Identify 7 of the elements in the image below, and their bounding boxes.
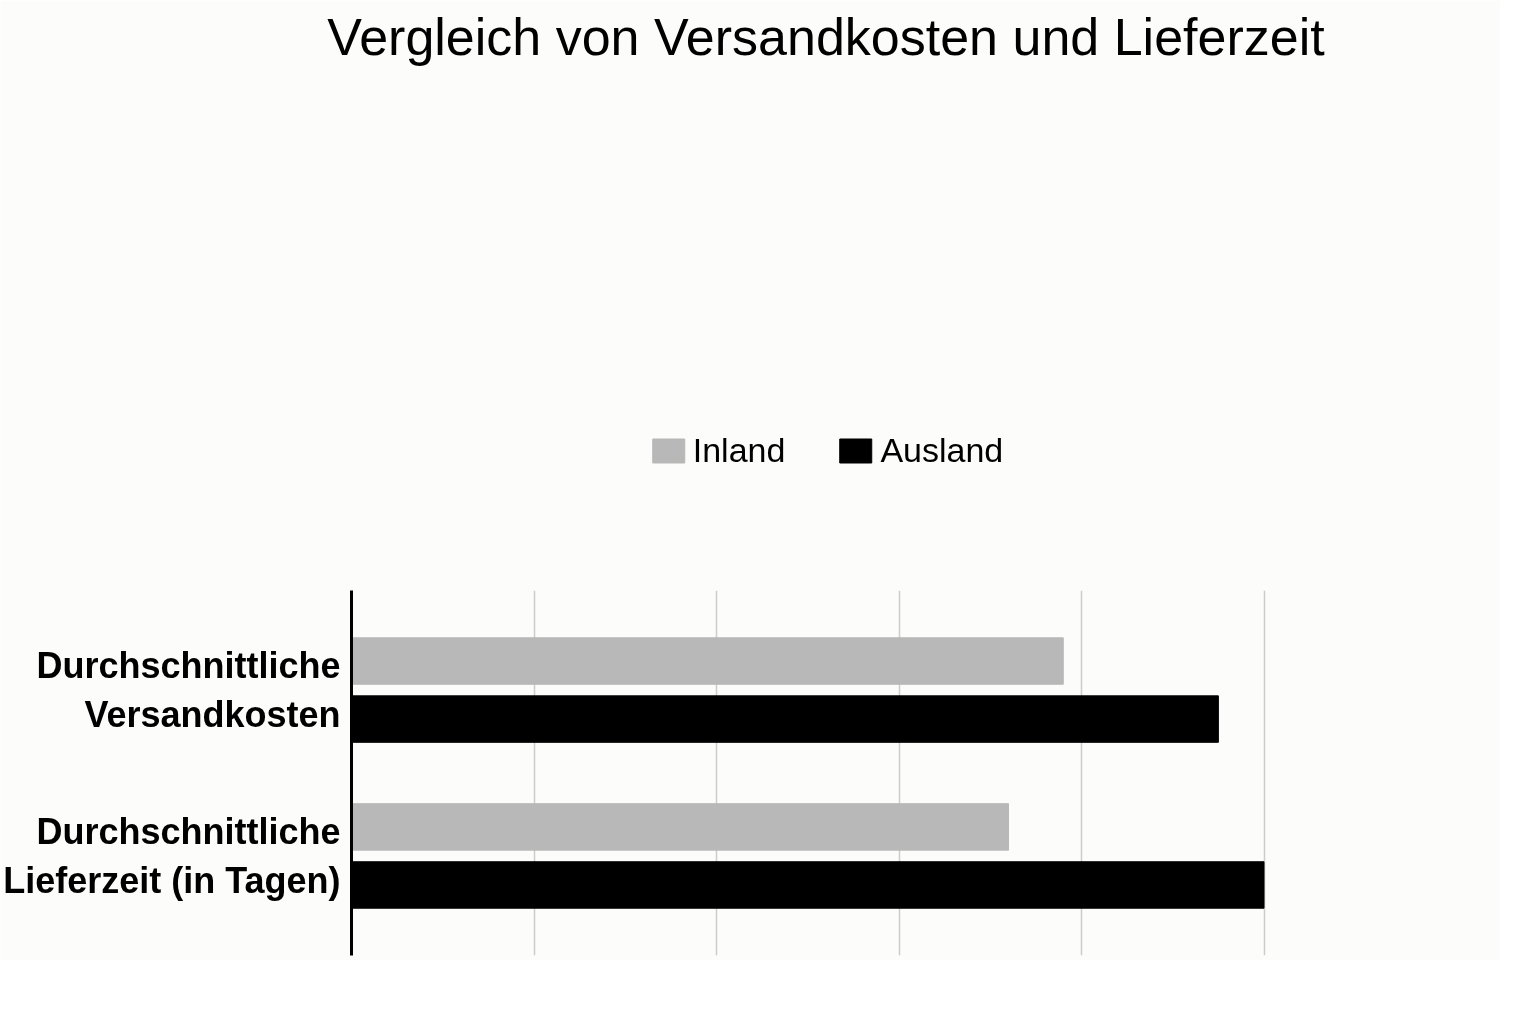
chart-title: Vergleich von Versandkosten und Lieferzeit xyxy=(327,7,1326,66)
bar xyxy=(351,637,1064,685)
y-tick-label: Durchschnittliche Versandkosten xyxy=(36,644,341,736)
bar xyxy=(351,803,1009,851)
y-tick-label: Durchschnittliche Lieferzeit (in Tagen) xyxy=(3,810,341,902)
legend-label: Inland xyxy=(692,430,786,470)
legend-label: Ausland xyxy=(880,430,1004,470)
